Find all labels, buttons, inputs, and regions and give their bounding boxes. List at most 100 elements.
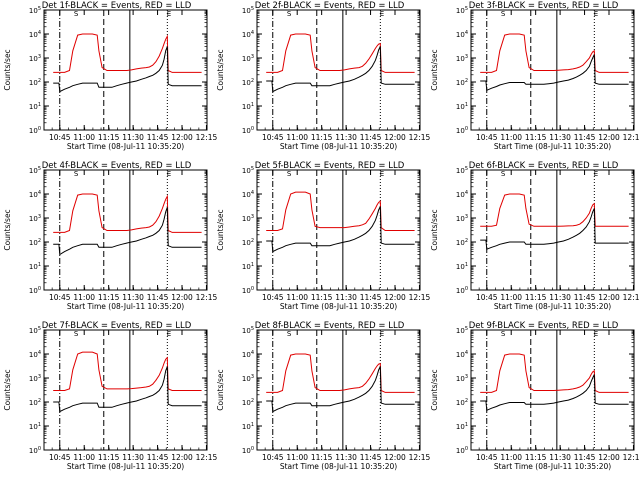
y-axis-label: Counts/sec <box>430 49 439 90</box>
y-tick-label: 101 <box>242 102 254 111</box>
y-tick-label: 100 <box>29 446 41 455</box>
y-tick-label: 103 <box>29 214 41 223</box>
panel-5: Det 5f-BLACK = Events, RED = LLD 100 101 10… <box>216 161 430 311</box>
series-lld <box>480 193 629 227</box>
y-tick-label: 105 <box>242 326 254 335</box>
x-tick-label: 11:00 <box>500 453 522 462</box>
y-tick-label: 100 <box>242 126 254 135</box>
x-tick-label: 11:00 <box>500 293 522 302</box>
x-tick-label: 11:00 <box>286 133 308 142</box>
x-tick-label: 12:15 <box>196 293 218 302</box>
y-tick-label: 104 <box>29 190 41 199</box>
series-lld <box>266 33 415 73</box>
panel-title: Det 6f-BLACK = Events, RED = LLD <box>469 161 619 171</box>
y-axis-label: Counts/sec <box>3 209 12 250</box>
marker-label: E <box>380 170 384 178</box>
x-axis-label: Start Time (08-Jul-11 10:35:20) <box>494 142 611 151</box>
x-tick-label: 11:30 <box>122 293 144 302</box>
panel-6: Det 6f-BLACK = Events, RED = LLD 100 101 10… <box>430 161 640 311</box>
x-tick-label: 12:15 <box>409 293 431 302</box>
x-axis-label: Start Time (08-Jul-11 10:35:20) <box>494 302 611 311</box>
y-tick-label: 105 <box>29 326 41 335</box>
y-tick-label: 105 <box>456 6 468 15</box>
panel-title: Det 2f-BLACK = Events, RED = LLD <box>255 1 405 11</box>
marker-label: S <box>501 10 506 18</box>
series-lld <box>266 353 415 393</box>
y-tick-label: 101 <box>242 262 254 271</box>
y-tick-label: 105 <box>29 6 41 15</box>
y-tick-label: 100 <box>456 446 468 455</box>
y-tick-label: 101 <box>456 262 468 271</box>
panel-title: Det 9f-BLACK = Events, RED = LLD <box>469 321 619 331</box>
x-tick-label: 12:00 <box>384 293 406 302</box>
marker-label: S <box>501 330 506 338</box>
x-axis-label: Start Time (08-Jul-11 10:35:20) <box>494 462 611 471</box>
y-tick-label: 105 <box>242 6 254 15</box>
series-events <box>480 208 629 250</box>
x-tick-label: 11:15 <box>525 293 547 302</box>
y-tick-label: 102 <box>456 398 468 407</box>
series-events <box>53 46 202 93</box>
x-tick-label: 12:00 <box>598 293 620 302</box>
panel-1: Det 1f-BLACK = Events, RED = LLD 100 101 10… <box>3 1 217 151</box>
x-tick-label: 11:45 <box>147 453 169 462</box>
x-tick-label: 11:15 <box>98 293 120 302</box>
plot-frame <box>470 169 635 291</box>
x-tick-label: 11:30 <box>335 133 357 142</box>
y-tick-label: 103 <box>242 214 254 223</box>
panel-title: Det 5f-BLACK = Events, RED = LLD <box>255 161 405 171</box>
y-axis-label: Counts/sec <box>430 209 439 250</box>
marker-label: S <box>287 10 292 18</box>
x-tick-label: 11:00 <box>500 133 522 142</box>
x-tick-label: 10:45 <box>476 293 498 302</box>
x-tick-label: 12:00 <box>598 133 620 142</box>
y-tick-label: 104 <box>242 190 254 199</box>
panel-title: Det 8f-BLACK = Events, RED = LLD <box>255 321 405 331</box>
x-axis-label: Start Time (08-Jul-11 10:35:20) <box>67 302 184 311</box>
x-tick-label: 11:00 <box>73 133 95 142</box>
x-tick-label: 10:45 <box>49 133 71 142</box>
x-tick-label: 12:15 <box>623 293 640 302</box>
x-tick-label: 11:30 <box>335 453 357 462</box>
marker-label: S <box>287 170 292 178</box>
series-events <box>266 46 415 93</box>
marker-label: S <box>74 330 79 338</box>
x-tick-label: 11:00 <box>286 293 308 302</box>
x-tick-label: 11:45 <box>360 133 382 142</box>
y-tick-label: 101 <box>29 262 41 271</box>
panel-title: Det 7f-BLACK = Events, RED = LLD <box>42 321 192 331</box>
x-tick-label: 11:15 <box>98 133 120 142</box>
y-tick-label: 102 <box>29 78 41 87</box>
y-tick-label: 103 <box>456 214 468 223</box>
x-tick-label: 12:15 <box>409 133 431 142</box>
marker-label: E <box>380 330 384 338</box>
x-tick-label: 11:15 <box>98 453 120 462</box>
series-lld <box>266 191 415 231</box>
y-tick-label: 105 <box>456 326 468 335</box>
y-tick-label: 102 <box>29 398 41 407</box>
x-tick-label: 12:15 <box>196 453 218 462</box>
x-tick-label: 11:30 <box>549 293 571 302</box>
series-lld <box>53 193 202 233</box>
x-tick-label: 12:00 <box>384 453 406 462</box>
panel-2: Det 2f-BLACK = Events, RED = LLD 100 101 10… <box>216 1 430 151</box>
marker-label: E <box>594 10 598 18</box>
y-tick-label: 100 <box>242 446 254 455</box>
series-lld <box>53 351 202 391</box>
x-tick-label: 12:15 <box>623 133 640 142</box>
x-tick-label: 11:30 <box>549 133 571 142</box>
series-lld <box>53 33 202 73</box>
x-tick-label: 12:00 <box>171 453 193 462</box>
y-tick-label: 100 <box>29 286 41 295</box>
x-axis-label: Start Time (08-Jul-11 10:35:20) <box>67 142 184 151</box>
y-axis-label: Counts/sec <box>3 49 12 90</box>
marker-label: E <box>594 170 598 178</box>
marker-label: E <box>167 330 171 338</box>
marker-label: S <box>287 330 292 338</box>
panel-9: Det 9f-BLACK = Events, RED = LLD 100 101 10… <box>430 321 640 471</box>
y-tick-label: 102 <box>242 398 254 407</box>
x-tick-label: 11:15 <box>525 453 547 462</box>
x-tick-label: 11:30 <box>335 293 357 302</box>
x-tick-label: 11:45 <box>574 293 596 302</box>
x-axis-label: Start Time (08-Jul-11 10:35:20) <box>280 142 397 151</box>
